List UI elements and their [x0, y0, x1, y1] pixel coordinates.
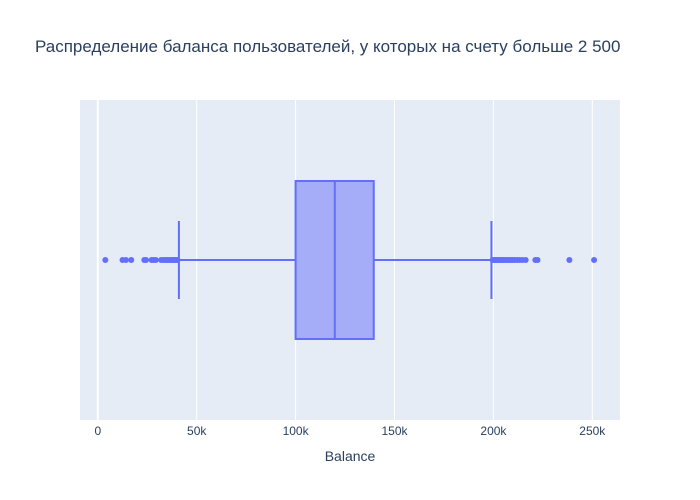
outlier-point[interactable]	[102, 257, 109, 263]
x-tick-label: 250k	[579, 424, 606, 438]
x-axis-ticks: 0 50k 100k 150k 200k 250k	[94, 424, 606, 438]
outlier-point[interactable]	[522, 257, 529, 263]
outlier-point[interactable]	[152, 257, 159, 263]
outlier-point[interactable]	[566, 257, 573, 263]
outlier-point[interactable]	[128, 257, 135, 263]
outlier-point[interactable]	[174, 257, 181, 263]
x-tick-label: 200k	[480, 424, 507, 438]
x-tick-label: 0	[94, 424, 101, 438]
x-tick-label: 100k	[283, 424, 310, 438]
chart-title: Распределение баланса пользователей, у к…	[35, 37, 620, 56]
outlier-point[interactable]	[122, 257, 129, 263]
x-tick-label: 50k	[187, 424, 207, 438]
outlier-point[interactable]	[591, 257, 598, 263]
outlier-point[interactable]	[534, 257, 541, 263]
x-axis-title: Balance	[325, 448, 376, 464]
x-tick-label: 150k	[381, 424, 408, 438]
outlier-point[interactable]	[143, 257, 150, 263]
outlier-points[interactable]	[102, 257, 598, 263]
